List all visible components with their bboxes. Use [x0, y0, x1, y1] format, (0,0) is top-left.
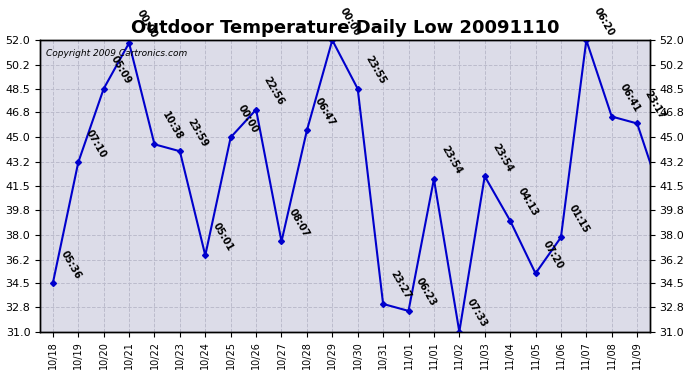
- Text: 00:00: 00:00: [236, 103, 260, 135]
- Text: 05:09: 05:09: [109, 54, 133, 86]
- Text: 10:38: 10:38: [160, 110, 184, 141]
- Text: 06:47: 06:47: [313, 96, 337, 128]
- Text: 22:56: 22:56: [262, 75, 286, 107]
- Text: 05:36: 05:36: [59, 249, 83, 280]
- Text: 22:57: 22:57: [0, 374, 1, 375]
- Text: 06:23: 06:23: [414, 276, 438, 308]
- Text: 23:54: 23:54: [440, 144, 464, 176]
- Text: 07:33: 07:33: [465, 297, 489, 329]
- Title: Outdoor Temperature Daily Low 20091110: Outdoor Temperature Daily Low 20091110: [130, 19, 560, 37]
- Text: 04:13: 04:13: [515, 186, 540, 218]
- Text: 08:07: 08:07: [287, 207, 311, 239]
- Text: 07:20: 07:20: [541, 239, 565, 271]
- Text: 23:17: 23:17: [642, 89, 667, 121]
- Text: 23:54: 23:54: [491, 142, 515, 174]
- Text: 23:27: 23:27: [388, 269, 413, 301]
- Text: 23:55: 23:55: [363, 54, 387, 86]
- Text: 23:59: 23:59: [186, 117, 210, 148]
- Text: 05:01: 05:01: [211, 221, 235, 253]
- Text: 00:00: 00:00: [338, 6, 362, 38]
- Text: 06:41: 06:41: [618, 82, 642, 114]
- Text: 00:00: 00:00: [135, 8, 159, 40]
- Text: 07:10: 07:10: [83, 128, 108, 160]
- Text: 01:15: 01:15: [566, 203, 591, 234]
- Text: Copyright 2009 Cartronics.com: Copyright 2009 Cartronics.com: [46, 49, 188, 58]
- Text: 06:20: 06:20: [592, 6, 616, 38]
